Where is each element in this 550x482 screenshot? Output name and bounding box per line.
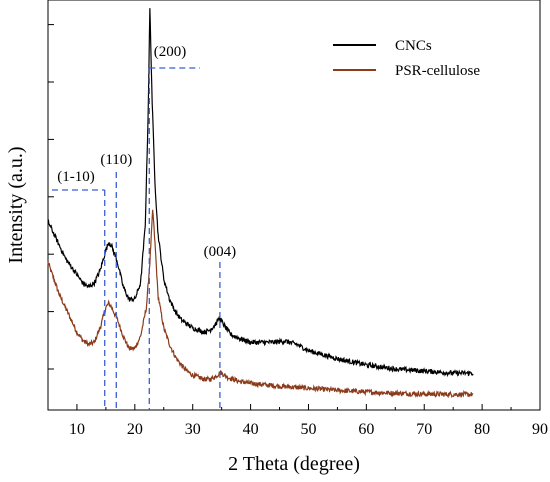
x-axis-label: 2 Theta (degree) — [228, 453, 360, 475]
annotation-label-004: (004) — [204, 244, 237, 260]
x-tick-label: 60 — [358, 421, 374, 438]
annotation-label-1-10: (1-10) — [57, 169, 95, 185]
x-tick-label: 70 — [416, 421, 432, 438]
plot-frame — [47, 0, 541, 411]
x-tick-label: 20 — [127, 421, 143, 438]
annotation-layer: (1-10) (110) (200) (004) — [52, 44, 236, 410]
series-layer — [47, 8, 474, 399]
legend: CNCs PSR-cellulose — [333, 38, 480, 79]
x-tick-label: 90 — [532, 421, 548, 438]
annotation-label-200: (200) — [154, 44, 187, 60]
annotation-label-110: (110) — [100, 152, 132, 168]
series-line-psr-cellulose — [47, 209, 474, 399]
y-ticks — [48, 24, 54, 370]
series-line-cncs — [47, 8, 474, 378]
x-tick-label: 10 — [69, 421, 85, 438]
y-axis-label: Intensity (a.u.) — [5, 146, 27, 263]
x-ticks: 10 20 30 40 50 60 70 80 90 — [69, 404, 548, 438]
legend-label-cncs: CNCs — [395, 38, 432, 54]
x-tick-label: 40 — [243, 421, 259, 438]
x-tick-label: 30 — [185, 421, 201, 438]
x-tick-label: 80 — [474, 421, 490, 438]
x-tick-label: 50 — [300, 421, 316, 438]
legend-label-psr-cellulose: PSR-cellulose — [395, 63, 480, 79]
